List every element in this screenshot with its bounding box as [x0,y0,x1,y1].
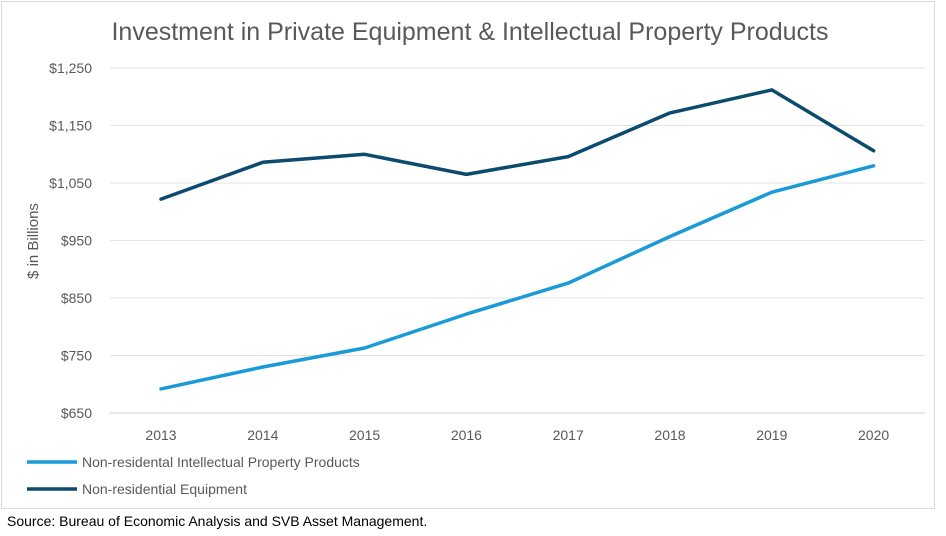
legend-label: Non-residental Intellectual Property Pro… [82,454,360,470]
y-tick-label: $1,250 [49,60,92,76]
x-tick-label: 2016 [451,427,482,443]
y-axis-title: $ in Billions [25,203,42,279]
y-tick-label: $650 [61,405,92,421]
chart-title: Investment in Private Equipment & Intell… [111,18,829,46]
y-tick-label: $1,150 [49,118,92,134]
x-axis-ticks: 2013 2014 2015 2016 2017 2018 2019 2020 [145,427,889,443]
line-chart: $650$750$850$950$1,050$1,150$1,250 2013 2… [25,60,925,497]
x-tick-label: 2013 [145,427,176,443]
chart-frame [1,1,935,509]
x-tick-label: 2017 [553,427,584,443]
y-tick-label: $1,050 [49,175,92,191]
legend: Non-residental Intellectual Property Pro… [27,454,360,497]
legend-label: Non-residential Equipment [82,481,247,497]
series-lines [159,88,876,391]
x-tick-label: 2020 [858,427,889,443]
x-tick-label: 2018 [654,427,685,443]
series-line-0 [159,164,876,391]
y-tick-label: $750 [61,348,92,364]
y-tick-label: $950 [61,233,92,249]
source-note: Source: Bureau of Economic Analysis and … [7,513,428,529]
y-tick-label: $850 [61,290,92,306]
y-axis-ticks: $650 $750 $850 $950 $1,050 $1,150 $1,250 [49,60,92,421]
x-tick-label: 2015 [349,427,380,443]
x-tick-label: 2019 [756,427,787,443]
grid-lines [110,67,925,414]
x-tick-label: 2014 [247,427,278,443]
series-line-1 [159,88,876,201]
